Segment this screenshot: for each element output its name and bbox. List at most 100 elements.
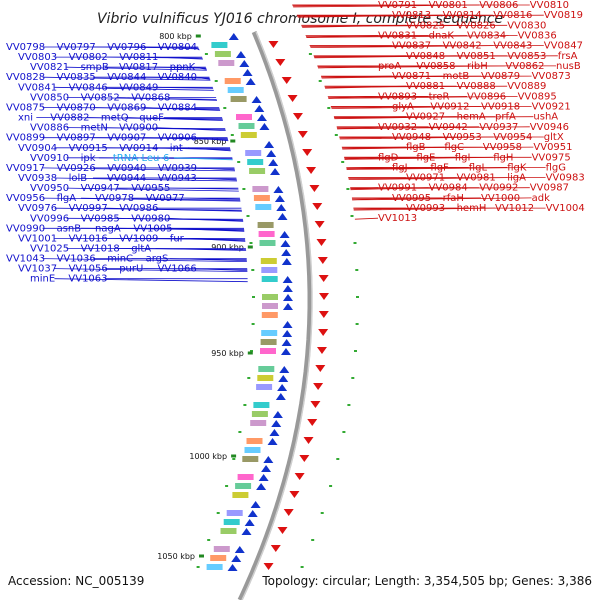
reverse-gene-mark: [312, 203, 323, 210]
right-gene-label: VV1013: [378, 213, 417, 224]
cog-block-left: [253, 195, 270, 201]
right-leader-line: [321, 75, 532, 78]
left-gene-label: VV1025: [30, 244, 69, 255]
cog-block-left: [261, 330, 278, 336]
left-gene-label: VV0846: [69, 82, 108, 93]
cog-block-left: [258, 231, 275, 237]
left-leader-line: [188, 147, 231, 152]
left-gene-label: flgA: [57, 193, 77, 204]
left-gene-label: ppnK: [170, 62, 196, 73]
left-leader-line: [143, 177, 237, 180]
left-leader-line: [173, 157, 233, 161]
left-leader-line: [155, 147, 231, 151]
left-gene-label: VV0835: [57, 72, 96, 83]
forward-gene-mark: [282, 303, 293, 310]
reverse-gene-mark: [268, 41, 279, 48]
left-leader-line: [119, 227, 245, 231]
cog-block-left: [211, 42, 228, 48]
left-gene-label: metQ: [101, 113, 129, 124]
feature-dot: [247, 377, 251, 379]
left-leader-line: [143, 107, 221, 111]
cog-block-left: [235, 483, 252, 489]
feature-dot: [342, 431, 346, 433]
right-gene-label: VV0987: [530, 183, 569, 194]
cog-block-left: [230, 96, 247, 102]
forward-gene-mark: [256, 114, 267, 121]
left-gene-label: VV0926: [57, 163, 96, 174]
left-leader-line: [194, 137, 229, 142]
left-leader-line: [54, 86, 214, 91]
feature-dot: [354, 350, 357, 352]
left-gene-label: VV0811: [119, 52, 158, 63]
left-gene-label: VV0884: [158, 103, 197, 114]
right-gene-label: VV0954: [493, 132, 532, 143]
tick-label: 1000 kbp: [189, 452, 227, 461]
reverse-gene-mark: [313, 383, 324, 390]
left-gene-label: VV0907: [107, 133, 146, 144]
reverse-gene-mark: [297, 131, 308, 138]
left-gene-label: queF: [139, 113, 164, 124]
left-leader-line: [155, 248, 247, 251]
forward-gene-mark: [274, 195, 285, 202]
tick-mark: [247, 351, 253, 355]
cog-block-left: [238, 123, 255, 129]
left-leader-line: [93, 46, 199, 49]
forward-gene-mark: [277, 213, 288, 220]
right-leader-line: [354, 217, 379, 220]
left-leader-line: [143, 167, 235, 170]
left-leader-line: [42, 258, 247, 262]
forward-gene-mark: [261, 465, 272, 472]
reverse-gene-mark: [318, 311, 329, 318]
reverse-gene-mark: [277, 527, 288, 534]
cog-block-left: [232, 492, 249, 498]
reverse-gene-mark: [302, 149, 313, 156]
left-gene-label: VV1063: [68, 274, 107, 285]
reverse-gene-mark: [316, 347, 327, 354]
forward-gene-mark: [267, 438, 278, 445]
left-gene-label: purU: [119, 264, 143, 275]
accession-label: Accession: NC_005139: [8, 574, 144, 588]
tick-mark: [247, 245, 253, 249]
feature-tracks: [196, 33, 359, 571]
left-leader-line: [155, 86, 214, 89]
left-gene-label: VV1009: [119, 233, 158, 244]
left-gene-label: minC: [107, 254, 133, 265]
left-gene-label: VV0886: [30, 123, 69, 134]
feature-dot: [250, 350, 253, 352]
reverse-gene-mark: [316, 239, 327, 246]
reverse-gene-mark: [275, 59, 286, 66]
right-gene-label: VV0895: [518, 91, 557, 102]
cog-block-left: [240, 132, 257, 138]
left-gene-label: VV1001: [18, 233, 57, 244]
left-gene-label: int: [170, 143, 183, 154]
forward-gene-mark: [270, 168, 281, 175]
left-leader-line: [54, 278, 248, 283]
left-gene-label: VV0798: [6, 42, 45, 53]
left-leader-line: [194, 46, 200, 51]
tick-label: 950 kbp: [211, 349, 244, 358]
right-leader-line: [337, 126, 530, 130]
right-leader-line: [352, 197, 532, 201]
feature-dot: [232, 458, 236, 460]
chromosome-backbone: [237, 31, 313, 600]
position-ticks: 800 kbp 850 kbp 900 kbp 950 kbp 1000 kbp 1050…: [157, 32, 253, 561]
right-leader-line: [328, 96, 468, 98]
left-gene-label: tRNA-Leu-6: [113, 153, 169, 164]
feature-dot: [356, 296, 359, 298]
feature-dot: [300, 566, 304, 568]
left-leader-line: [167, 187, 239, 190]
feature-dot: [355, 269, 359, 271]
reverse-gene-mark: [289, 491, 300, 498]
right-gene-label: VV0873: [532, 71, 571, 82]
cog-block-left: [257, 375, 274, 381]
left-gene-label: VV1043: [6, 254, 45, 265]
right-gene-label: VV0975: [532, 152, 571, 163]
left-gene-label: smpB: [81, 62, 109, 73]
feature-dot: [225, 485, 229, 487]
left-gene-label: VV0990: [6, 223, 45, 234]
left-gene-label: VV0870: [57, 103, 96, 114]
left-gene-label: asnB: [57, 223, 82, 234]
cog-block-left: [249, 168, 266, 174]
